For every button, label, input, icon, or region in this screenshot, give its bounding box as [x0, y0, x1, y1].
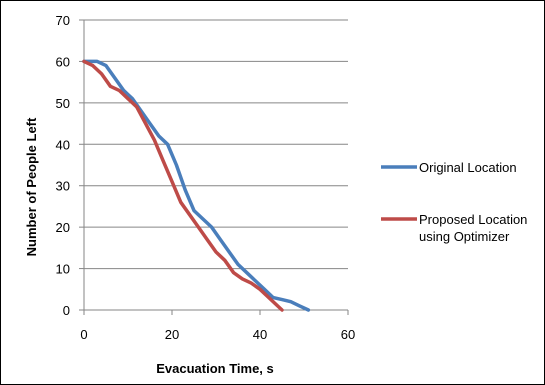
series-line-2 — [82, 59, 284, 312]
series-line-1 — [82, 59, 311, 312]
series-lines — [82, 59, 311, 312]
legend-label-2-line-2: using Optimizer — [419, 229, 510, 244]
y-tick-label-40: 40 — [56, 137, 70, 152]
axes — [79, 19, 349, 315]
legend-label-1: Original Location — [419, 160, 517, 175]
y-tick-label-10: 10 — [56, 262, 70, 277]
x-tick-label-20: 20 — [165, 327, 179, 342]
y-tick-label-70: 70 — [56, 13, 70, 28]
x-tick-label-60: 60 — [341, 327, 355, 342]
y-tick-label-30: 30 — [56, 179, 70, 194]
x-tick-labels: 0 20 40 60 — [80, 327, 355, 342]
y-tick-label-20: 20 — [56, 220, 70, 235]
y-tick-labels: 0 10 20 30 40 50 60 70 — [56, 13, 70, 318]
x-tick-label-0: 0 — [80, 327, 87, 342]
y-tick-label-50: 50 — [56, 96, 70, 111]
legend-label-2-line-1: Proposed Location — [419, 212, 527, 227]
y-tick-label-0: 0 — [63, 303, 70, 318]
gridlines — [84, 19, 348, 270]
legend: Original Location Proposed Location using … — [381, 160, 527, 244]
x-tick-label-40: 40 — [253, 327, 267, 342]
y-axis-title: Number of People Left — [24, 117, 39, 256]
x-axis-title: Evacuation Time, s — [156, 361, 274, 376]
y-tick-label-60: 60 — [56, 54, 70, 69]
